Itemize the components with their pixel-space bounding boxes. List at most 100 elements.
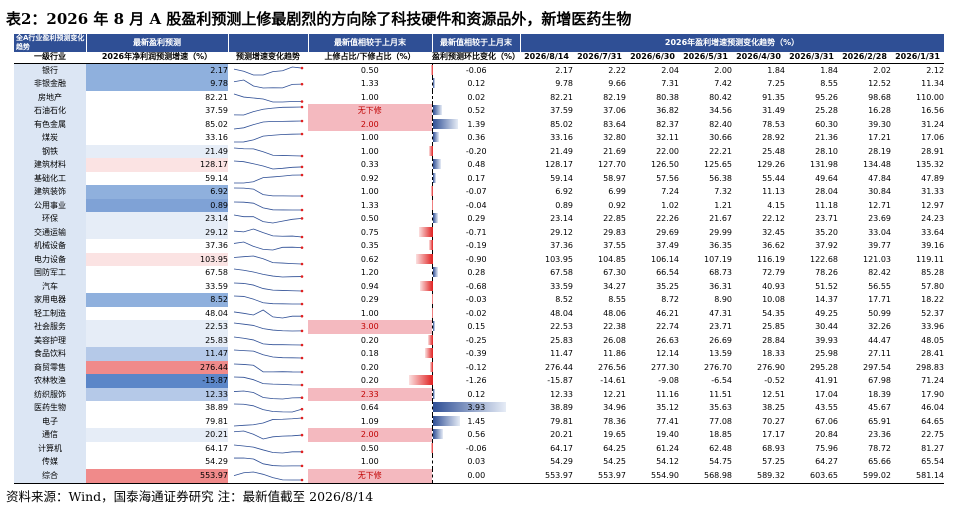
- revision-ratio: 2.00: [308, 428, 432, 442]
- change-bar: [419, 226, 433, 237]
- sparkline-svg: [233, 66, 304, 76]
- growth-value: 85.02: [550, 119, 573, 129]
- growth-value: 50.99: [868, 308, 891, 318]
- growth-value: 39.77: [868, 241, 891, 251]
- growth-value: 66.54: [656, 268, 679, 278]
- revision-ratio: 0.20: [360, 376, 379, 386]
- sparkline-svg: [233, 430, 304, 440]
- change-bar: [431, 64, 433, 75]
- change-bar: [431, 186, 433, 197]
- change-value: -0.04: [465, 200, 487, 210]
- growth-value: 11.86: [603, 349, 626, 359]
- growth-value: 32.80: [603, 133, 626, 143]
- industry-name: 电子: [14, 414, 86, 429]
- sparkline-end-dot: [300, 396, 304, 399]
- table-row: 电子 79.81 1.09 1.45 79.81 78.36 77.41 77.08 70.27…: [14, 414, 944, 429]
- table-row: 有色金属 85.02 2.00 1.39 85.02 83.64 82.37 82.40 78.…: [14, 117, 944, 132]
- sparkline-end-dot: [300, 383, 304, 387]
- sparkline-svg: [233, 132, 304, 143]
- change-value: 0.00: [467, 470, 486, 480]
- growth-value: 12.14: [656, 349, 679, 359]
- sparkline-end-dot: [300, 173, 304, 177]
- growth-value: 38.25: [762, 403, 785, 413]
- growth-forecast: 59.14: [86, 171, 228, 186]
- change-value: 0.48: [467, 160, 486, 170]
- change-value: 0.56: [467, 430, 486, 440]
- forecast-change: -0.03: [431, 293, 520, 307]
- sparkline-svg: [233, 241, 304, 251]
- industry-name: 石油石化: [14, 104, 86, 118]
- change-bar: [432, 159, 442, 170]
- forecast-change: -0.06: [431, 63, 520, 78]
- growth-value: 276.90: [757, 362, 785, 372]
- growth-value: 129.26: [757, 160, 785, 170]
- growth-value: 29.69: [656, 227, 679, 237]
- growth-value: 48.05: [921, 335, 945, 345]
- growth-value: 57.80: [921, 281, 945, 291]
- sparkline-end-dot: [300, 208, 304, 212]
- growth-value: 48.04: [550, 308, 573, 318]
- growth-value: 57.25: [762, 457, 785, 467]
- growth-value: 35.20: [815, 227, 838, 237]
- growth-value: 18.33: [762, 349, 785, 359]
- table-row: 食品饮料 11.47 0.18 -0.39 11.47 11.86 12.14 13.59 18…: [14, 347, 944, 361]
- growth-value: 21.69: [603, 146, 626, 156]
- growth-value: 47.89: [921, 173, 945, 183]
- sparkline-end-dot: [300, 450, 304, 453]
- change-value: -0.06: [465, 443, 487, 453]
- sparkline-svg: [233, 416, 304, 427]
- growth-value: 77.41: [656, 416, 679, 426]
- revision-ratio: 0.62: [360, 254, 379, 264]
- sparkline-line: [233, 214, 303, 224]
- sparkline-svg: [233, 363, 304, 374]
- growth-value: 32.45: [762, 227, 785, 237]
- growth-value: 46.04: [921, 403, 945, 413]
- table-row: 煤炭 33.16 1.00 0.36 33.16 32.80 32.11 30.66 28.92…: [14, 131, 944, 145]
- growth-value: 12.21: [603, 389, 626, 399]
- revision-ratio: 0.33: [360, 160, 379, 170]
- change-value: 3.93: [467, 403, 486, 413]
- revision-ratio: 无下修: [308, 104, 432, 118]
- revision-ratio: 1.00: [360, 146, 379, 156]
- trend-sparkline: [228, 388, 308, 402]
- growth-value: 40.93: [762, 281, 785, 291]
- growth-forecast: 11.47: [86, 347, 228, 361]
- growth-value: 22.85: [603, 214, 626, 224]
- growth-value: 78.36: [603, 416, 626, 426]
- growth-value: 36.82: [656, 106, 679, 116]
- growth-value: 54.35: [762, 308, 785, 318]
- industry-name: 环保: [14, 212, 86, 226]
- growth-value: 46.21: [656, 308, 679, 318]
- growth-value: 33.16: [550, 133, 573, 143]
- growth-forecast: 21.49: [86, 144, 228, 159]
- forecast-change: 1.45: [431, 414, 520, 429]
- sparkline-svg: [233, 295, 304, 306]
- growth-value: 295.28: [810, 362, 838, 372]
- trend-sparkline: [228, 307, 308, 321]
- growth-value: 28.41: [921, 349, 945, 359]
- subheader-4: 盈利预测环比变化（%）: [432, 52, 520, 64]
- table-row: 建筑装饰 6.92 1.00 -0.07 6.92 6.99 7.24 7.32 11.13 28…: [14, 185, 944, 199]
- growth-value: 119.11: [916, 254, 945, 264]
- growth-value: 121.03: [863, 254, 891, 264]
- change-bar: [425, 348, 433, 359]
- growth-value: 599.02: [838, 468, 891, 484]
- growth-value: 1.84: [767, 65, 785, 75]
- sparkline-line: [233, 444, 303, 454]
- change-bar: [428, 240, 433, 251]
- growth-value: 20.21: [550, 430, 573, 440]
- trend-sparkline: [228, 293, 308, 307]
- change-value: -0.07: [465, 187, 487, 197]
- growth-value: 44.47: [868, 335, 891, 345]
- growth-value: 61.24: [656, 443, 679, 453]
- growth-value: 28.84: [762, 335, 785, 345]
- growth-value: 589.32: [732, 468, 785, 484]
- growth-value: 91.35: [762, 92, 785, 102]
- growth-value: 22.21: [709, 146, 732, 156]
- growth-value: 2.00: [714, 65, 732, 75]
- forecast-change: -0.19: [428, 239, 520, 253]
- growth-value: 28.91: [921, 146, 945, 156]
- sparkline-line: [233, 376, 303, 386]
- sparkline-svg: [233, 93, 304, 103]
- growth-value: 79.81: [550, 416, 573, 426]
